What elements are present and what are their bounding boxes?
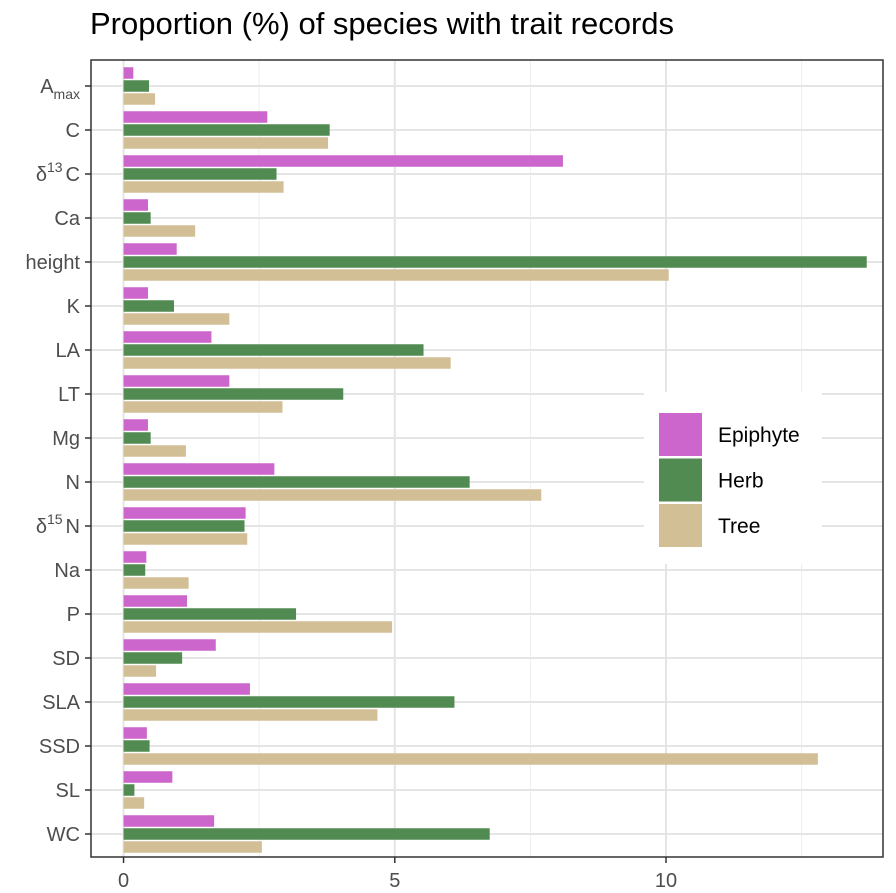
bar-epiphyte-12	[123, 595, 188, 607]
x-tick-label: 0	[118, 870, 129, 892]
bar-tree-0	[123, 93, 156, 105]
bar-tree-3	[123, 225, 196, 237]
bar-tree-5	[123, 313, 230, 325]
legend-key-herb	[659, 458, 702, 502]
bar-tree-12	[123, 621, 393, 633]
y-tick-label: P	[67, 604, 80, 626]
y-tick-label: Amax	[40, 76, 80, 102]
bar-epiphyte-6	[123, 331, 212, 343]
bar-herb-4	[123, 256, 867, 268]
y-tick-label: LA	[56, 340, 81, 362]
y-tick-label: SLA	[42, 692, 80, 714]
y-tick-label: height	[26, 252, 81, 274]
legend: Epiphyte Herb Tree	[644, 392, 822, 564]
bar-epiphyte-8	[123, 419, 148, 431]
y-tick-label: Na	[54, 560, 80, 582]
bar-herb-16	[123, 784, 135, 796]
bar-herb-6	[123, 344, 424, 356]
y-tick-label: SSD	[39, 736, 80, 758]
legend-label-herb: Herb	[718, 470, 764, 493]
bar-tree-2	[123, 181, 284, 193]
bar-epiphyte-0	[123, 67, 134, 79]
y-tick-label: δ15 N	[36, 511, 80, 538]
bar-herb-10	[123, 520, 245, 532]
bar-tree-7	[123, 401, 283, 413]
chart-title: Proportion (%) of species with trait rec…	[90, 6, 675, 41]
bar-tree-10	[123, 533, 248, 545]
y-tick-label: LT	[58, 384, 80, 406]
legend-label-epiphyte: Epiphyte	[718, 424, 800, 447]
bar-herb-7	[123, 388, 344, 400]
bar-herb-13	[123, 652, 183, 664]
bar-tree-16	[123, 797, 145, 809]
y-tick-label: WC	[47, 824, 80, 846]
bar-herb-17	[123, 828, 490, 840]
legend-key-epiphyte	[659, 413, 702, 456]
bar-herb-3	[123, 212, 151, 224]
bar-herb-0	[123, 80, 150, 92]
bar-tree-13	[123, 665, 157, 677]
bar-epiphyte-13	[123, 639, 216, 651]
bar-herb-8	[123, 432, 151, 444]
y-tick-label: Mg	[52, 428, 80, 450]
bar-herb-15	[123, 740, 150, 752]
bars	[123, 67, 867, 853]
y-tick-label: N	[66, 472, 80, 494]
bar-epiphyte-16	[123, 771, 173, 783]
bar-tree-17	[123, 841, 262, 853]
y-tick-label: SD	[52, 648, 80, 670]
bar-epiphyte-5	[123, 287, 148, 299]
y-tick-label: δ13 C	[36, 159, 80, 186]
bar-tree-14	[123, 709, 378, 721]
bar-epiphyte-7	[123, 375, 230, 387]
bar-tree-11	[123, 577, 189, 589]
y-tick-label: K	[67, 296, 81, 318]
bar-tree-6	[123, 357, 451, 369]
bar-epiphyte-15	[123, 727, 147, 739]
bar-epiphyte-3	[123, 199, 148, 211]
y-tick-label: Ca	[54, 208, 80, 230]
bar-tree-8	[123, 445, 186, 457]
bar-herb-9	[123, 476, 470, 488]
bar-herb-12	[123, 608, 297, 620]
legend-key-tree	[659, 504, 702, 547]
bar-tree-4	[123, 269, 669, 281]
bar-epiphyte-4	[123, 243, 177, 255]
bar-herb-2	[123, 168, 277, 180]
legend-label-tree: Tree	[718, 515, 760, 538]
bar-tree-15	[123, 753, 818, 765]
bar-epiphyte-9	[123, 463, 275, 475]
bar-epiphyte-17	[123, 815, 215, 827]
bar-tree-9	[123, 489, 542, 501]
bar-epiphyte-14	[123, 683, 250, 695]
x-tick-label: 10	[655, 870, 677, 892]
bar-herb-14	[123, 696, 455, 708]
bar-epiphyte-1	[123, 111, 268, 123]
bar-epiphyte-10	[123, 507, 246, 519]
bar-tree-1	[123, 137, 329, 149]
bar-herb-1	[123, 124, 330, 136]
panel-border	[90, 59, 884, 858]
bar-epiphyte-11	[123, 551, 147, 563]
y-tick-label: SL	[56, 780, 80, 802]
bar-epiphyte-2	[123, 155, 563, 167]
bar-herb-11	[123, 564, 146, 576]
y-tick-label: C	[66, 120, 80, 142]
x-tick-label: 5	[389, 870, 400, 892]
bar-herb-5	[123, 300, 174, 312]
